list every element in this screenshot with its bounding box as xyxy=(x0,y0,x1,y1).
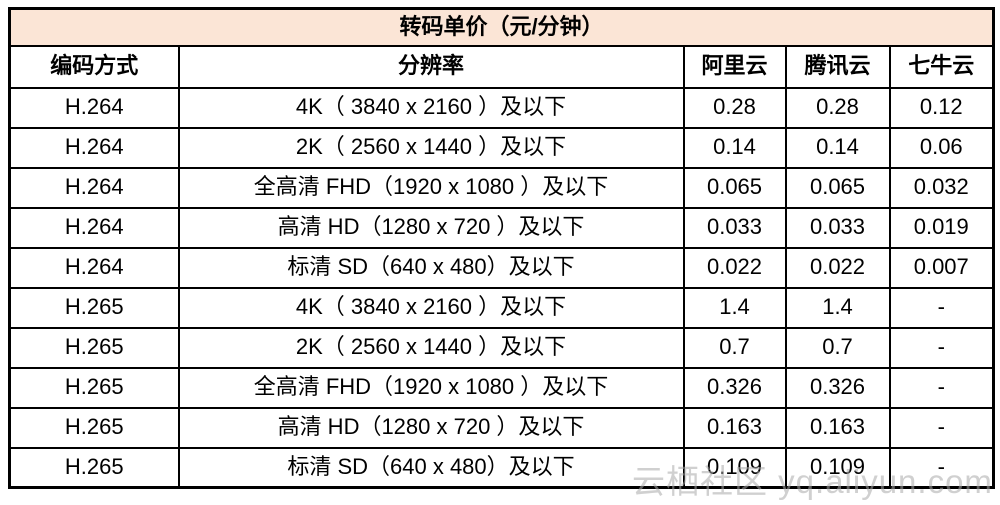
cell-codec: H.265 xyxy=(8,326,180,369)
column-header-qiniu: 七牛云 xyxy=(888,44,995,89)
cell-codec: H.264 xyxy=(8,126,180,169)
table-row: H.265 标清 SD（640 x 480）及以下 0.109 0.109- xyxy=(8,446,995,489)
cell-qiniu-price: - xyxy=(888,406,995,449)
table-row: H.265 高清 HD（1280 x 720 ）及以下 0.163 0.163- xyxy=(8,406,995,449)
table-row: H.265 全高清 FHD（1920 x 1080 ）及以下 0.326 0.326- xyxy=(8,366,995,409)
cell-tencent-price: 1.4 xyxy=(784,286,891,329)
table-row: H.265 4K（ 3840 x 2160 ）及以下 1.4 1.4- xyxy=(8,286,995,329)
column-header-resolution: 分辨率 xyxy=(177,44,685,89)
cell-qiniu-price: 0.12 xyxy=(888,86,995,129)
cell-aliyun-price: 0.28 xyxy=(682,86,787,129)
cell-tencent-price: 0.033 xyxy=(784,206,891,249)
cell-codec: H.264 xyxy=(8,166,180,209)
cell-resolution: 4K（ 3840 x 2160 ）及以下 xyxy=(177,86,685,129)
cell-resolution: 高清 HD（1280 x 720 ）及以下 xyxy=(177,206,685,249)
cell-aliyun-price: 1.4 xyxy=(682,286,787,329)
table-row: H.264 2K（ 2560 x 1440 ）及以下 0.14 0.14 0.06 xyxy=(8,126,995,169)
cell-aliyun-price: 0.033 xyxy=(682,206,787,249)
cell-resolution: 2K（ 2560 x 1440 ）及以下 xyxy=(177,326,685,369)
table-title: 转码单价（元/分钟） xyxy=(8,7,995,47)
column-header-codec: 编码方式 xyxy=(8,44,180,89)
cell-codec: H.264 xyxy=(8,86,180,129)
table-title-row: 转码单价（元/分钟） xyxy=(8,7,995,47)
cell-codec: H.265 xyxy=(8,446,180,489)
table-row: H.264 标清 SD（640 x 480）及以下 0.022 0.022 0.007 xyxy=(8,246,995,289)
cell-tencent-price: 0.065 xyxy=(784,166,891,209)
cell-resolution: 标清 SD（640 x 480）及以下 xyxy=(177,446,685,489)
cell-aliyun-price: 0.065 xyxy=(682,166,787,209)
cell-codec: H.265 xyxy=(8,286,180,329)
cell-tencent-price: 0.163 xyxy=(784,406,891,449)
cell-qiniu-price: - xyxy=(888,366,995,409)
cell-aliyun-price: 0.326 xyxy=(682,366,787,409)
cell-resolution: 全高清 FHD（1920 x 1080 ）及以下 xyxy=(177,366,685,409)
table-row: H.264 全高清 FHD（1920 x 1080 ）及以下 0.065 0.065 0… xyxy=(8,166,995,209)
cell-tencent-price: 0.326 xyxy=(784,366,891,409)
cell-tencent-price: 0.022 xyxy=(784,246,891,289)
cell-codec: H.264 xyxy=(8,206,180,249)
cell-codec: H.265 xyxy=(8,406,180,449)
cell-qiniu-price: 0.019 xyxy=(888,206,995,249)
cell-resolution: 高清 HD（1280 x 720 ）及以下 xyxy=(177,406,685,449)
cell-aliyun-price: 0.7 xyxy=(682,326,787,369)
cell-tencent-price: 0.14 xyxy=(784,126,891,169)
table-row: H.265 2K（ 2560 x 1440 ）及以下 0.7 0.7- xyxy=(8,326,995,369)
cell-qiniu-price: - xyxy=(888,326,995,369)
cell-aliyun-price: 0.163 xyxy=(682,406,787,449)
table-row: H.264 高清 HD（1280 x 720 ）及以下 0.033 0.033 0.01… xyxy=(8,206,995,249)
cell-resolution: 全高清 FHD（1920 x 1080 ）及以下 xyxy=(177,166,685,209)
cell-qiniu-price: 0.06 xyxy=(888,126,995,169)
cell-resolution: 标清 SD（640 x 480）及以下 xyxy=(177,246,685,289)
table-body: H.264 4K（ 3840 x 2160 ）及以下 0.28 0.28 0.12 H.2… xyxy=(8,86,995,489)
cell-aliyun-price: 0.022 xyxy=(682,246,787,289)
cell-aliyun-price: 0.14 xyxy=(682,126,787,169)
cell-resolution: 4K（ 3840 x 2160 ）及以下 xyxy=(177,286,685,329)
cell-qiniu-price: - xyxy=(888,286,995,329)
cell-tencent-price: 0.7 xyxy=(784,326,891,369)
cell-resolution: 2K（ 2560 x 1440 ）及以下 xyxy=(177,126,685,169)
cell-tencent-price: 0.28 xyxy=(784,86,891,129)
cell-qiniu-price: 0.007 xyxy=(888,246,995,289)
cell-qiniu-price: 0.032 xyxy=(888,166,995,209)
cell-codec: H.265 xyxy=(8,366,180,409)
table-header-row: 编码方式 分辨率 阿里云 腾讯云 七牛云 xyxy=(8,44,995,89)
column-header-tencent: 腾讯云 xyxy=(784,44,891,89)
column-header-aliyun: 阿里云 xyxy=(682,44,787,89)
cell-qiniu-price: - xyxy=(888,446,995,489)
cell-codec: H.264 xyxy=(8,246,180,289)
transcoding-price-table: 转码单价（元/分钟） 编码方式 分辨率 阿里云 腾讯云 七牛云 H.264 4K（… xyxy=(8,7,996,489)
cell-tencent-price: 0.109 xyxy=(784,446,891,489)
cell-aliyun-price: 0.109 xyxy=(682,446,787,489)
table-row: H.264 4K（ 3840 x 2160 ）及以下 0.28 0.28 0.12 xyxy=(8,86,995,129)
